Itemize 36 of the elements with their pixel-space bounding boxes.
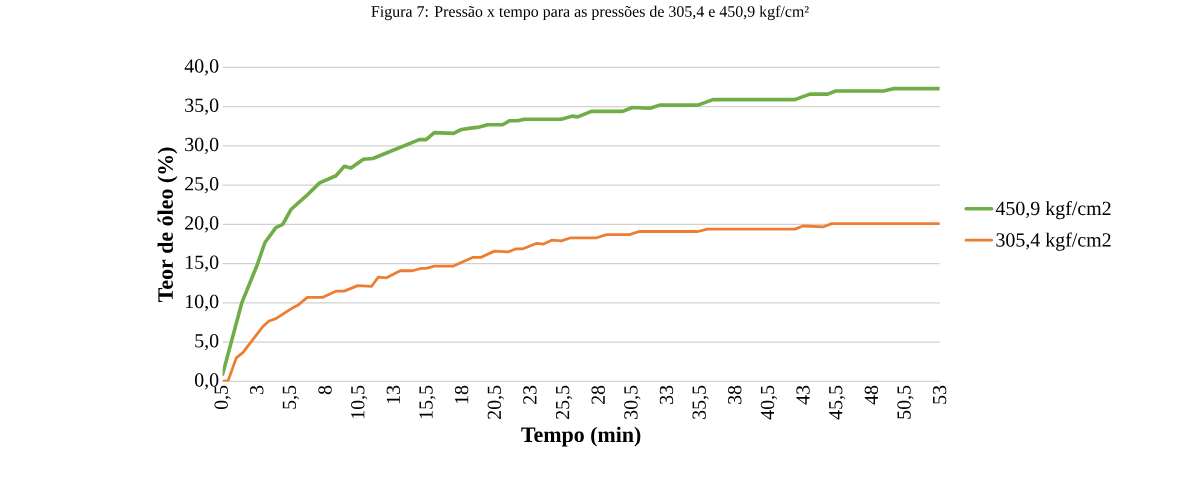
x-tick-label: 3: [250, 385, 264, 394]
line-series: [222, 86, 940, 377]
legend-label: 450,9 kgf/cm2: [995, 200, 1111, 220]
y-tick-label: 25,0: [185, 177, 219, 194]
x-axis-title: Tempo (min): [521, 426, 641, 447]
y-tick-label: 35,0: [185, 98, 219, 115]
y-tick-label: 5,0: [195, 334, 219, 351]
x-tick-label: 43: [796, 385, 810, 405]
x-tick-label: 35,5: [692, 385, 709, 419]
y-tick-label: 10,0: [185, 294, 219, 312]
x-tick-label: 33: [659, 385, 674, 404]
y-tick-label: 40,0: [184, 59, 219, 76]
x-tick-label: 48: [864, 385, 879, 405]
x-tick-label: 20,5: [487, 385, 504, 419]
x-tick-label: 10,5: [351, 385, 368, 419]
x-tick-label: 5,5: [282, 385, 299, 409]
y-axis-title: Teor de óleo (%): [157, 147, 178, 302]
x-tick-label: 25,5: [555, 385, 573, 419]
x-tick-label: 18: [454, 385, 469, 404]
y-tick-label: 30,0: [185, 137, 219, 155]
x-tick-label: 8: [318, 385, 332, 395]
x-tick-label: 30,5: [624, 385, 641, 419]
y-tick-label: 15,0: [185, 255, 219, 272]
legend-label: 305,4 kgf/cm2: [996, 232, 1111, 251]
chart-title: Figura 7: Pressão x tempo para as pressões de 305,4 e 450,9 kgf/cm²: [371, 5, 809, 21]
x-tick-label: 15,5: [419, 385, 436, 419]
y-tick-label: 20,0: [185, 216, 219, 233]
x-tick-label: 50,5: [897, 385, 914, 419]
x-tick-label: 53: [932, 385, 947, 404]
x-tick-label: 23: [523, 385, 537, 405]
x-tick-label: 40,5: [760, 385, 778, 420]
x-tick-label: 45,5: [829, 385, 846, 420]
line-series: [222, 222, 940, 382]
x-tick-label: 28: [591, 385, 605, 405]
x-tick-label: 38: [728, 385, 742, 404]
x-tick-label: 13: [386, 385, 401, 404]
